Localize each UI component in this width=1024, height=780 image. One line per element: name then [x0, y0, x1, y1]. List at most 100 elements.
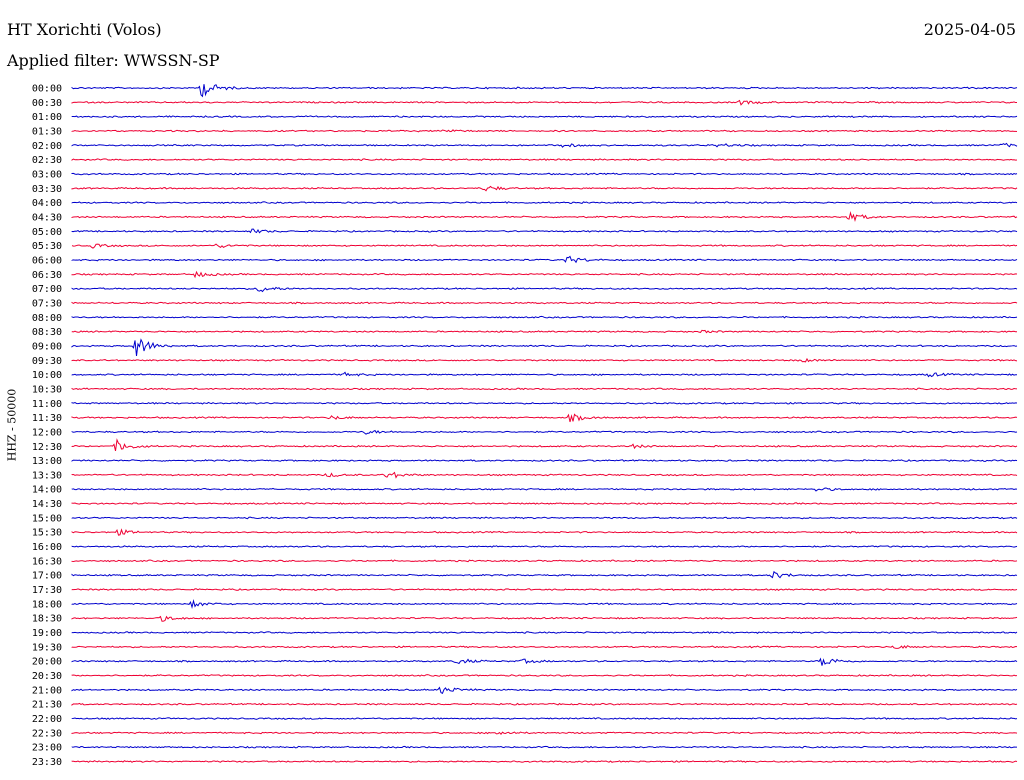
row-time-label: 12:30	[32, 442, 62, 453]
row-time-label: 15:00	[32, 513, 62, 524]
row-time-label: 16:30	[32, 556, 62, 567]
row-time-label: 13:30	[32, 470, 62, 481]
row-time-label: 11:00	[32, 399, 62, 410]
row-time-label: 05:00	[32, 227, 62, 238]
seismic-trace	[71, 645, 1018, 649]
row-time-label: 07:00	[32, 284, 62, 295]
seismic-trace	[71, 657, 1018, 666]
row-time-label: 23:00	[32, 743, 62, 754]
row-time-label: 09:30	[32, 356, 62, 367]
row-time-label: 16:00	[32, 542, 62, 553]
seismic-trace	[71, 516, 1018, 520]
date-label: 2025-04-05	[923, 20, 1016, 39]
seismic-trace	[71, 129, 1018, 133]
seismic-trace	[71, 115, 1018, 119]
row-time-label: 04:30	[32, 212, 62, 223]
row-time-label: 10:00	[32, 370, 62, 381]
seismic-trace	[71, 502, 1018, 505]
row-time-label: 08:30	[32, 327, 62, 338]
row-time-label: 04:00	[32, 198, 62, 209]
seismic-trace	[71, 615, 1018, 622]
row-time-label: 18:00	[32, 599, 62, 610]
row-time-label: 06:00	[32, 255, 62, 266]
seismic-trace	[71, 588, 1018, 591]
row-time-label: 19:00	[32, 628, 62, 639]
row-time-label: 12:00	[32, 427, 62, 438]
seismic-trace	[71, 471, 1018, 479]
row-time-label: 03:00	[32, 169, 62, 180]
row-time-label: 01:30	[32, 126, 62, 137]
seismic-trace	[71, 599, 1018, 609]
row-time-label: 19:30	[32, 642, 62, 653]
seismic-trace	[71, 371, 1018, 378]
seismic-trace	[71, 210, 1018, 222]
seismic-trace	[71, 702, 1018, 706]
seismic-trace	[71, 413, 1018, 423]
filter-label: Applied filter: WWSSN-SP	[7, 51, 220, 70]
seismic-trace	[71, 745, 1018, 749]
row-time-label: 08:00	[32, 313, 62, 324]
row-time-label: 23:30	[32, 757, 62, 768]
seismic-trace	[71, 243, 1018, 249]
row-time-label: 00:00	[32, 84, 62, 95]
seismic-trace	[71, 559, 1018, 563]
row-time-label: 15:30	[32, 528, 62, 539]
seismic-trace	[71, 185, 1018, 192]
row-time-label: 22:30	[32, 728, 62, 739]
seismic-trace	[71, 286, 1018, 293]
seismic-trace	[71, 731, 1018, 735]
seismic-trace	[71, 172, 1018, 176]
seismic-trace	[71, 99, 1017, 106]
seismic-trace	[71, 84, 1018, 98]
seismic-trace	[71, 255, 1018, 264]
row-time-label: 01:00	[32, 112, 62, 123]
seismic-trace	[71, 717, 1018, 720]
seismic-trace	[71, 315, 1018, 319]
seismic-trace	[71, 674, 1018, 677]
row-time-label: 03:30	[32, 184, 62, 195]
row-time-label: 20:00	[32, 657, 62, 668]
seismic-trace	[71, 270, 1018, 279]
row-time-label: 20:30	[32, 671, 62, 682]
row-time-label: 14:00	[32, 485, 62, 496]
row-time-label: 13:00	[32, 456, 62, 467]
seismic-trace	[71, 631, 1018, 634]
row-time-label: 21:00	[32, 685, 62, 696]
row-time-label: 07:30	[32, 298, 62, 309]
seismic-trace	[71, 438, 1018, 451]
row-time-label: 05:30	[32, 241, 62, 252]
row-time-label: 02:00	[32, 141, 62, 152]
row-time-label: 18:30	[32, 614, 62, 625]
row-time-label: 21:30	[32, 700, 62, 711]
seismic-trace	[71, 570, 1018, 579]
row-time-label: 10:30	[32, 384, 62, 395]
row-time-label: 00:30	[32, 98, 62, 109]
seismic-trace	[71, 429, 1018, 435]
row-time-label: 02:30	[32, 155, 62, 166]
row-time-label: 17:00	[32, 571, 62, 582]
station-title: HT Xorichti (Volos)	[7, 20, 162, 39]
seismic-trace	[71, 301, 1018, 305]
seismic-trace	[71, 338, 1018, 357]
seismic-trace	[71, 201, 1018, 205]
seismic-trace	[71, 459, 1018, 462]
seismic-trace	[71, 760, 1018, 763]
seismic-trace	[71, 142, 1018, 148]
row-time-label: 06:30	[32, 270, 62, 281]
row-time-label: 14:30	[32, 499, 62, 510]
seismic-trace	[71, 158, 1018, 162]
row-time-label: 09:00	[32, 341, 62, 352]
row-time-label: 11:30	[32, 413, 62, 424]
seismic-trace	[71, 357, 1018, 363]
row-time-label: 17:30	[32, 585, 62, 596]
seismic-trace	[71, 487, 1018, 492]
seismic-trace	[71, 686, 1018, 694]
seismic-trace	[71, 387, 1018, 391]
seismic-trace	[71, 528, 1018, 536]
seismic-trace	[71, 401, 1018, 405]
row-time-label: 22:00	[32, 714, 62, 725]
seismic-trace	[71, 228, 1018, 234]
seismic-trace	[71, 329, 1017, 334]
seismic-trace	[71, 545, 1018, 548]
